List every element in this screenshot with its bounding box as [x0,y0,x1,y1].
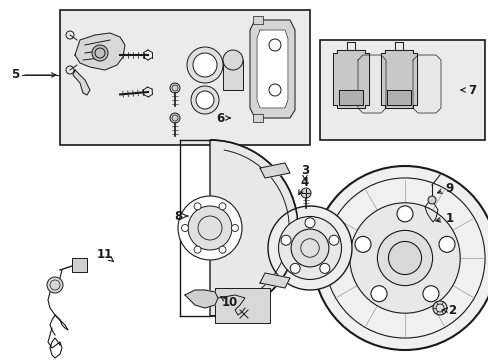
Circle shape [268,84,281,96]
Circle shape [377,230,432,285]
Circle shape [281,235,290,245]
Polygon shape [184,290,218,308]
Text: 3: 3 [300,163,308,176]
Circle shape [231,225,238,231]
Bar [72,258,87,272]
Polygon shape [412,55,440,113]
Text: 9: 9 [445,181,453,194]
Circle shape [427,196,435,204]
Circle shape [349,203,459,313]
Circle shape [370,286,386,302]
Bar [252,16,263,24]
Polygon shape [249,20,294,118]
Circle shape [186,47,223,83]
Text: 8: 8 [174,210,182,222]
Circle shape [432,301,446,315]
Text: 6: 6 [215,112,224,125]
Circle shape [191,86,219,114]
Circle shape [438,237,454,252]
Bar [60,10,309,145]
Circle shape [47,277,63,293]
Polygon shape [257,30,287,108]
Circle shape [328,235,338,245]
Bar [223,60,243,90]
Circle shape [223,50,243,70]
Bar [215,288,269,323]
Polygon shape [260,163,289,178]
Text: 7: 7 [467,84,475,96]
Text: 2: 2 [447,303,455,316]
Polygon shape [357,55,385,113]
Polygon shape [380,50,416,108]
Text: 4: 4 [300,176,308,189]
Circle shape [196,91,214,109]
Polygon shape [75,33,125,70]
Polygon shape [73,70,90,95]
Text: 11: 11 [97,248,113,261]
Circle shape [170,83,180,93]
Circle shape [290,229,328,267]
Circle shape [219,246,225,253]
Circle shape [354,237,370,252]
Wedge shape [209,140,297,316]
Text: 10: 10 [222,296,238,309]
Circle shape [278,216,341,279]
Circle shape [319,264,329,273]
Text: 5: 5 [11,68,19,81]
Polygon shape [386,90,410,105]
Circle shape [305,218,314,228]
Circle shape [187,206,231,250]
Circle shape [387,242,421,275]
Circle shape [92,45,108,61]
Bar [252,114,263,122]
Circle shape [268,39,281,51]
Circle shape [178,196,242,260]
Circle shape [194,203,201,210]
Circle shape [312,166,488,350]
Polygon shape [332,50,368,108]
Circle shape [219,203,225,210]
Bar [319,40,484,140]
Polygon shape [260,273,289,288]
Circle shape [422,286,438,302]
Circle shape [181,225,188,231]
Polygon shape [338,90,362,105]
Text: 1: 1 [445,211,453,225]
Circle shape [193,53,217,77]
Circle shape [396,206,412,222]
Circle shape [267,206,351,290]
Circle shape [301,188,310,198]
Circle shape [289,264,300,273]
Circle shape [170,113,180,123]
Circle shape [194,246,201,253]
